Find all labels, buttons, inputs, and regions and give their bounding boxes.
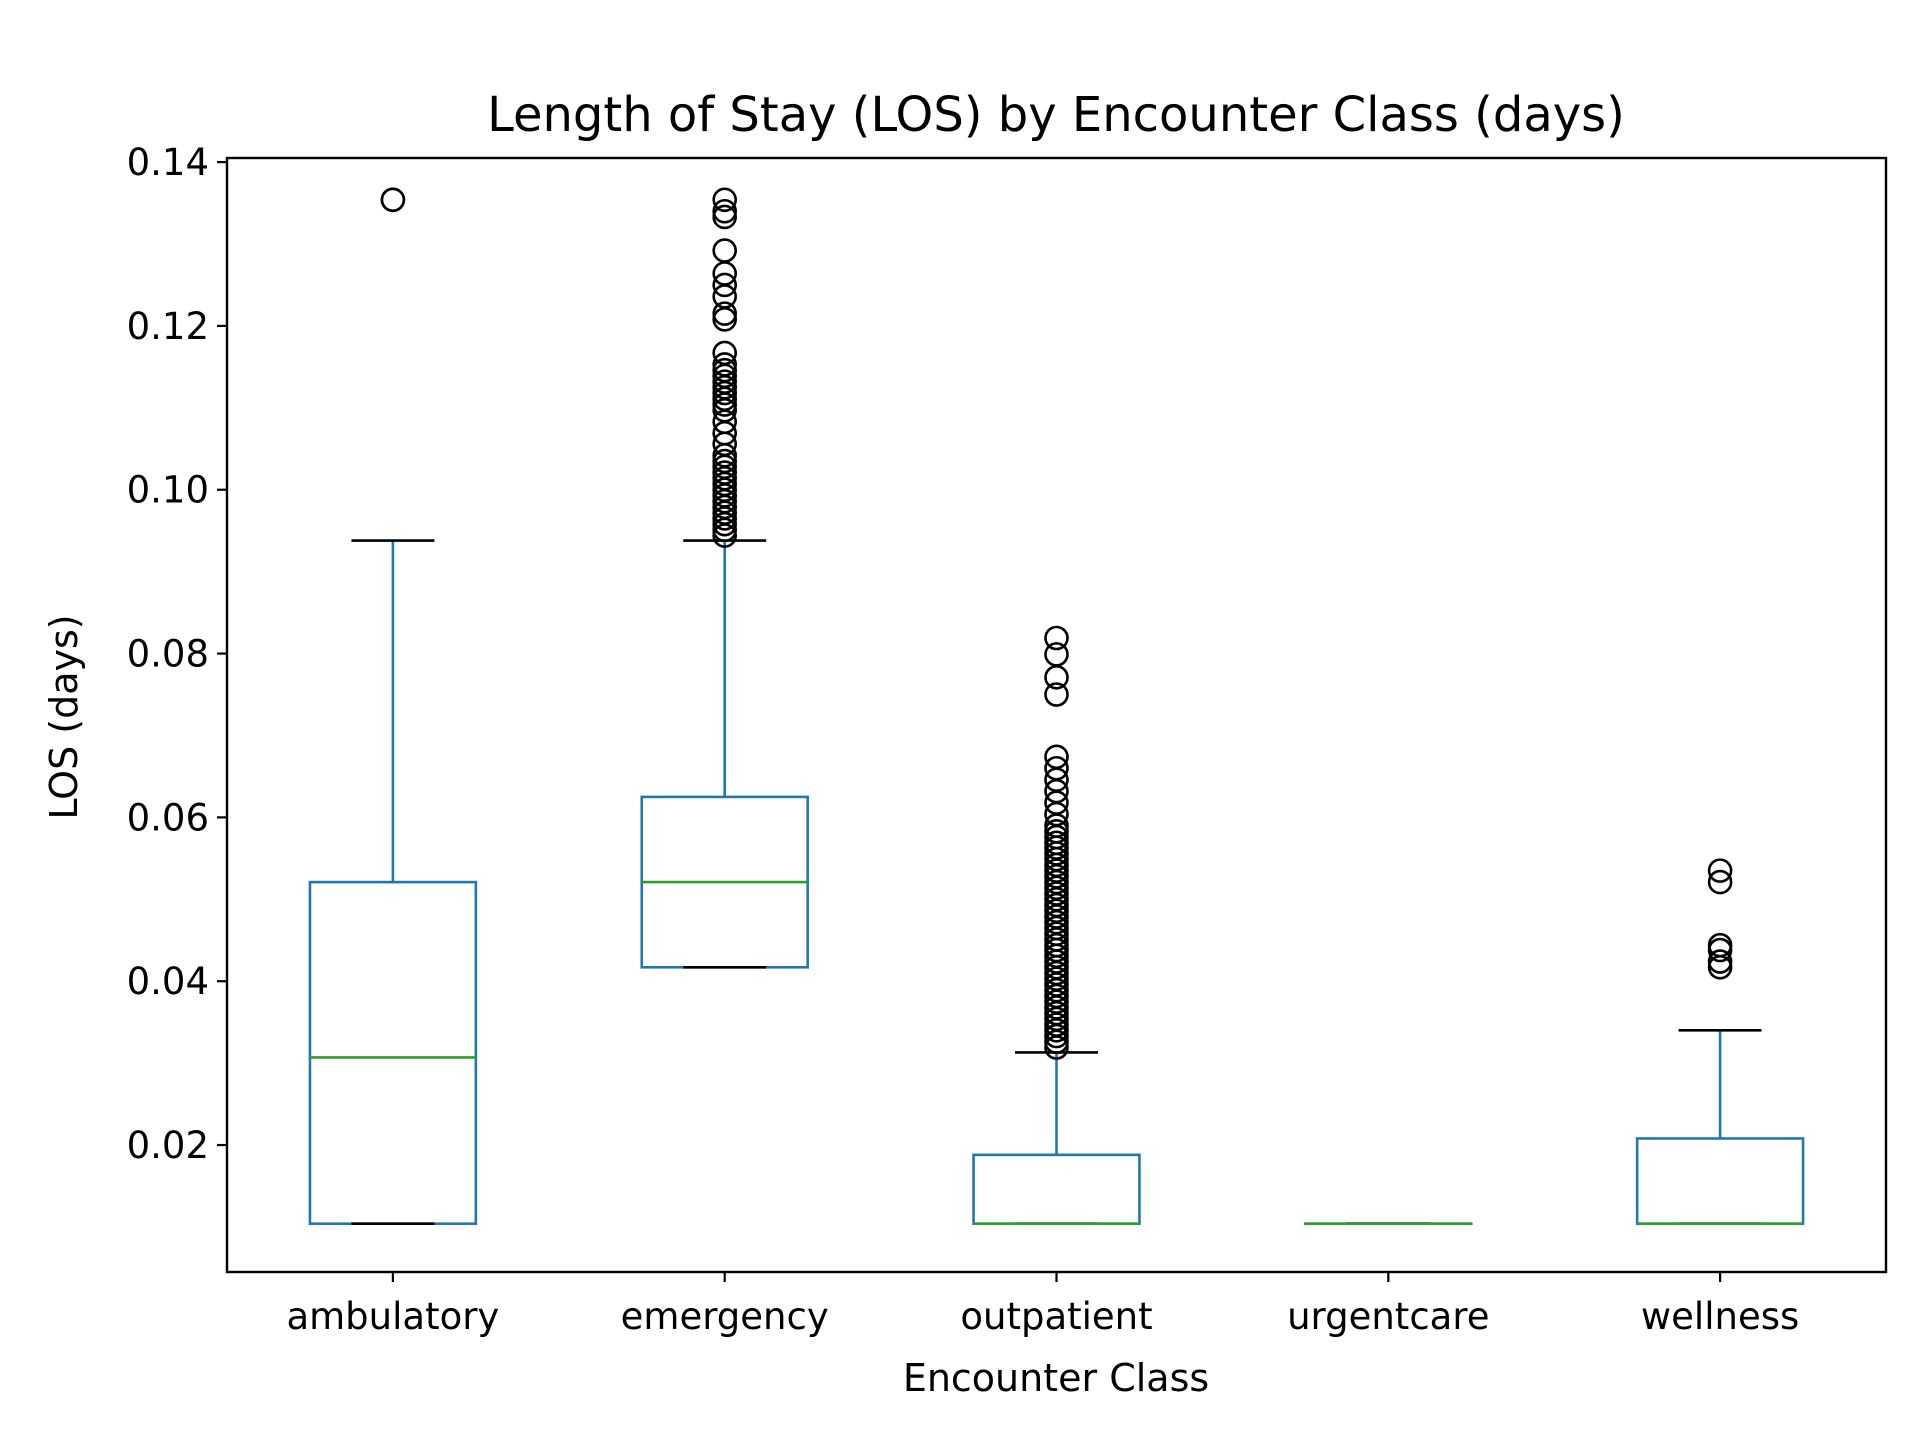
outlier-point: [712, 272, 738, 298]
outlier-point: [1044, 744, 1069, 770]
y-tick-label: 0.14: [127, 141, 209, 184]
outlier-point: [712, 357, 738, 383]
y-axis-label: LOS (days): [42, 614, 86, 819]
outlier-point: [1044, 830, 1069, 856]
outlier-point: [712, 448, 738, 474]
chart-title: Length of Stay (LOS) by Encounter Class …: [487, 87, 1625, 143]
outlier-point: [1707, 869, 1733, 895]
outlier-point: [712, 198, 738, 224]
outlier-point: [1044, 755, 1069, 781]
outlier-point: [712, 301, 738, 326]
outlier-point: [712, 369, 738, 394]
outlier-point: [712, 352, 738, 377]
x-tick-label: ambulatory: [286, 1295, 499, 1338]
outlier-point: [712, 340, 738, 366]
y-tick-label: 0.12: [127, 305, 209, 348]
outlier-point: [712, 460, 738, 485]
outlier-point: [1707, 858, 1733, 883]
outlier-point: [1044, 819, 1069, 844]
outlier-point: [380, 187, 406, 213]
y-tick-label: 0.04: [127, 960, 209, 1003]
outlier-point: [1044, 625, 1069, 651]
y-tick-label: 0.08: [127, 633, 209, 676]
x-tick-label: outpatient: [960, 1295, 1152, 1338]
outlier-point: [712, 238, 738, 263]
x-tick-label: emergency: [621, 1295, 829, 1338]
y-tick-label: 0.10: [127, 469, 209, 512]
outlier-point: [1044, 642, 1069, 667]
x-axis-label: Encounter Class: [903, 1356, 1209, 1400]
outlier-point: [1044, 682, 1069, 707]
outlier-point: [712, 187, 738, 213]
outlier-point: [1707, 949, 1733, 974]
plot-area: 0.02 0.04 0.06 0.08 0.10 0.12 0.14 ambulatory em…: [127, 141, 1805, 1338]
x-tick-label: wellness: [1641, 1295, 1799, 1338]
plot-frame: [225, 156, 1888, 1274]
outlier-point: [1707, 932, 1733, 958]
outlier-point: [712, 204, 738, 230]
x-tick-label: urgentcare: [1287, 1295, 1489, 1338]
y-tick-label: 0.06: [127, 796, 209, 839]
y-tick-label: 0.02: [127, 1124, 209, 1167]
